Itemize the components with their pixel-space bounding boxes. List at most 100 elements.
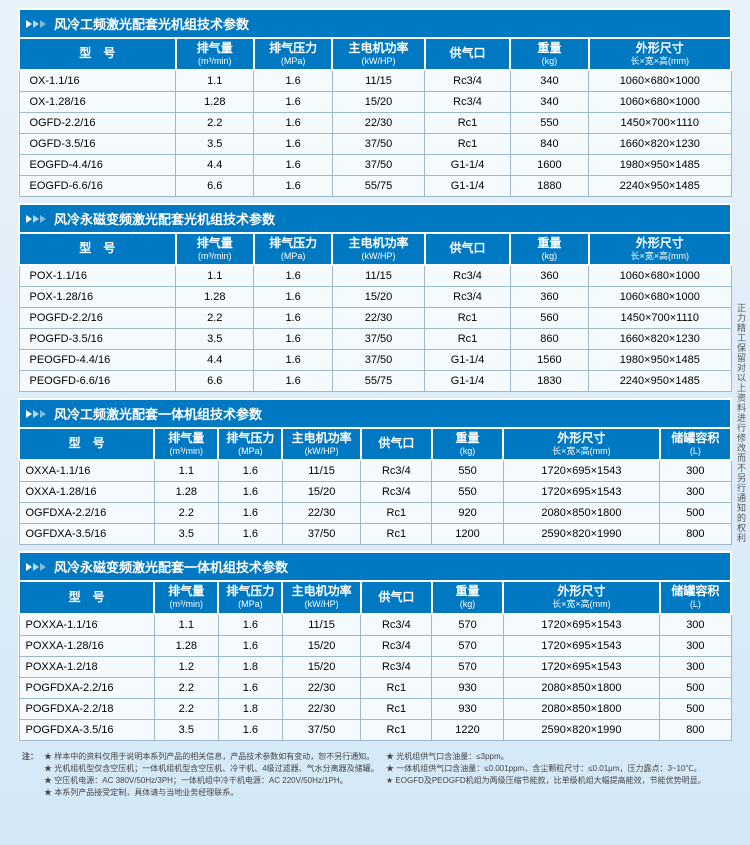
cell: 560: [510, 308, 588, 329]
col-header: 外形尺寸长×宽×高(mm): [589, 38, 731, 70]
cell: POGFDXA-3.5/16: [19, 719, 154, 740]
cell: G1-1/4: [425, 155, 510, 176]
cell: 1980×950×1485: [589, 155, 731, 176]
col-header: 排气压力(MPa): [254, 233, 332, 265]
note-item: 样本中的资料仅用于说明本系列产品的相关信息，产品技术参数如有变动，恕不另行通知。: [44, 751, 386, 763]
spec-section-3: 风冷永磁变频激光配套一体机组技术参数型 号排气量(m³/min)排气压力(MPa…: [18, 551, 732, 740]
cell: OXXA-1.1/16: [19, 460, 154, 482]
cell: 800: [660, 719, 731, 740]
cell: 2.2: [176, 308, 254, 329]
cell: Rc3/4: [425, 70, 510, 92]
col-header: 主电机功率(kW/HP): [282, 428, 360, 460]
col-header: 重量(kg): [432, 428, 503, 460]
cell: 2590×820×1990: [503, 524, 660, 545]
col-header: 供气口: [361, 428, 432, 460]
table-row: POXXA-1.2/181.21.815/20Rc3/45701720×695×…: [19, 656, 731, 677]
col-header: 排气压力(MPa): [218, 428, 282, 460]
cell: 37/50: [332, 350, 425, 371]
spec-table: 型 号排气量(m³/min)排气压力(MPa)主电机功率(kW/HP)供气口重量…: [18, 580, 732, 740]
section-title: 风冷工频激光配套光机组技术参数: [18, 8, 732, 37]
cell: 1600: [510, 155, 588, 176]
table-row: POGFDXA-3.5/163.51.637/50Rc112202590×820…: [19, 719, 731, 740]
cell: 55/75: [332, 371, 425, 392]
cell: G1-1/4: [425, 371, 510, 392]
cell: Rc3/4: [361, 656, 432, 677]
cell: Rc3/4: [425, 287, 510, 308]
cell: 3.5: [176, 329, 254, 350]
note-item: EOGFD及PEOGFD机组为两级压缩节能款，比单级机组大幅提高能效，节能优势明…: [386, 775, 728, 787]
cell: 1.6: [218, 677, 282, 698]
cell: OX-1.28/16: [19, 92, 176, 113]
cell: 860: [510, 329, 588, 350]
spec-section-1: 风冷永磁变频激光配套光机组技术参数型 号排气量(m³/min)排气压力(MPa)…: [18, 203, 732, 392]
cell: 6.6: [176, 371, 254, 392]
cell: 1.6: [218, 719, 282, 740]
cell: 1.1: [154, 614, 218, 636]
table-row: POXXA-1.28/161.281.615/20Rc3/45701720×69…: [19, 635, 731, 656]
cell: 1.6: [254, 155, 332, 176]
cell: Rc1: [425, 308, 510, 329]
cell: 570: [432, 656, 503, 677]
cell: 500: [660, 503, 731, 524]
cell: 1.6: [254, 329, 332, 350]
note-item: 本系列产品接受定制，具体请与当地业务经理联系。: [44, 787, 386, 799]
cell: 1450×700×1110: [589, 113, 731, 134]
cell: 1720×695×1543: [503, 635, 660, 656]
cell: 550: [510, 113, 588, 134]
cell: 1.6: [218, 482, 282, 503]
cell: POGFD-2.2/16: [19, 308, 176, 329]
cell: Rc3/4: [361, 635, 432, 656]
cell: 1.6: [254, 287, 332, 308]
col-header: 排气量(m³/min): [176, 233, 254, 265]
cell: OGFD-2.2/16: [19, 113, 176, 134]
cell: 55/75: [332, 176, 425, 197]
note-item: 光机组供气口含油量：≤3ppm。: [386, 751, 728, 763]
cell: OXXA-1.28/16: [19, 482, 154, 503]
cell: 1720×695×1543: [503, 656, 660, 677]
section-title: 风冷永磁变频激光配套一体机组技术参数: [18, 551, 732, 580]
col-header: 型 号: [19, 233, 176, 265]
cell: POXXA-1.28/16: [19, 635, 154, 656]
cell: 1.6: [218, 635, 282, 656]
cell: 1.6: [254, 70, 332, 92]
footnotes: 注： 样本中的资料仅用于说明本系列产品的相关信息，产品技术参数如有变动，恕不另行…: [18, 747, 732, 803]
cell: 1.6: [254, 350, 332, 371]
cell: 1.6: [254, 265, 332, 287]
cell: 1720×695×1543: [503, 460, 660, 482]
cell: 1720×695×1543: [503, 482, 660, 503]
cell: 22/30: [282, 698, 360, 719]
col-header: 型 号: [19, 428, 154, 460]
cell: Rc3/4: [425, 92, 510, 113]
col-header: 型 号: [19, 38, 176, 70]
cell: 37/50: [332, 329, 425, 350]
cell: Rc1: [425, 329, 510, 350]
cell: 300: [660, 482, 731, 503]
cell: Rc1: [361, 503, 432, 524]
cell: 340: [510, 70, 588, 92]
cell: 800: [660, 524, 731, 545]
cell: 15/20: [282, 656, 360, 677]
cell: 1.28: [154, 635, 218, 656]
note-item: 空压机电源：AC 380V/50Hz/3PH；一体机组中冷干机电源：AC 220…: [44, 775, 386, 787]
cell: 360: [510, 287, 588, 308]
cell: 2240×950×1485: [589, 371, 731, 392]
col-header: 外形尺寸长×宽×高(mm): [503, 581, 660, 613]
section-title: 风冷永磁变频激光配套光机组技术参数: [18, 203, 732, 232]
table-row: OX-1.28/161.281.615/20Rc3/43401060×680×1…: [19, 92, 731, 113]
cell: 1.6: [218, 503, 282, 524]
spec-section-0: 风冷工频激光配套光机组技术参数型 号排气量(m³/min)排气压力(MPa)主电…: [18, 8, 732, 197]
col-header: 型 号: [19, 581, 154, 613]
col-header: 外形尺寸长×宽×高(mm): [589, 233, 731, 265]
table-row: POXXA-1.1/161.11.611/15Rc3/45701720×695×…: [19, 614, 731, 636]
col-header: 供气口: [361, 581, 432, 613]
cell: Rc3/4: [361, 482, 432, 503]
cell: 6.6: [176, 176, 254, 197]
cell: 1.1: [176, 265, 254, 287]
cell: 1.28: [176, 287, 254, 308]
cell: 500: [660, 698, 731, 719]
cell: G1-1/4: [425, 350, 510, 371]
spec-table: 型 号排气量(m³/min)排气压力(MPa)主电机功率(kW/HP)供气口重量…: [18, 427, 732, 545]
cell: Rc1: [361, 719, 432, 740]
cell: PEOGFD-4.4/16: [19, 350, 176, 371]
spec-table: 型 号排气量(m³/min)排气压力(MPa)主电机功率(kW/HP)供气口重量…: [18, 232, 732, 392]
